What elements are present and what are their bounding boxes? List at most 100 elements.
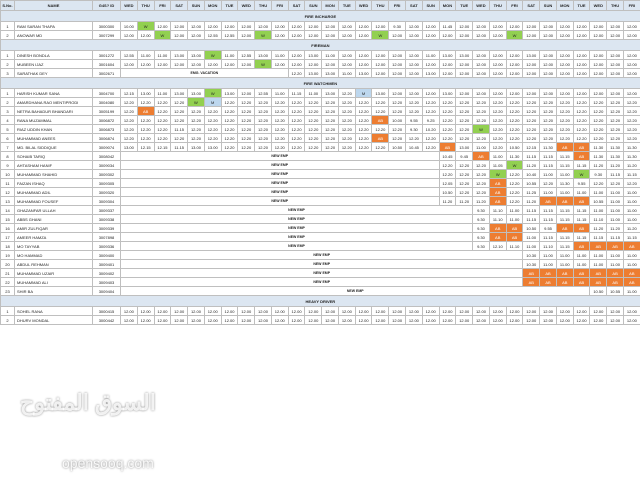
- shift-cell: 11.20: [472, 196, 490, 206]
- shift-cell: 12.20: [337, 97, 356, 107]
- shift-cell: 12.20: [472, 115, 490, 125]
- shift-cell: 12.20: [237, 97, 256, 107]
- employee-row: 8 SOHAIB TARIQ 3008042 NEW EMP 10.45 9.45 AB 11…: [0, 151, 640, 161]
- shift-cell: 11.00: [505, 214, 524, 224]
- employee-name: AMEER HAMZA: [14, 232, 93, 242]
- shift-cell: 12.20: [589, 97, 608, 107]
- shift-cell: 12.00: [522, 68, 541, 78]
- shift-cell: 11.15: [522, 214, 541, 224]
- shift-cell: 12.20: [555, 97, 574, 107]
- shift-cell: 12.00: [337, 21, 356, 31]
- shift-cell: 11.00: [539, 169, 557, 179]
- employee-row: 10 MUHAMMAD SHAHID 3009302 NEW EMP 12.20 12.2…: [0, 169, 640, 179]
- shift-cell: 12.00: [421, 306, 440, 316]
- shift-cell: 12.20: [555, 106, 574, 116]
- header-day: MON: [438, 0, 457, 11]
- shift-cell: 12.20: [270, 115, 289, 125]
- shift-cell: 11.20: [606, 223, 624, 233]
- shift-cell: 13.00: [203, 142, 222, 152]
- shift-cell: 12.20: [455, 169, 474, 179]
- employee-id: 3002671: [92, 68, 121, 78]
- shift-cell: 12.00: [589, 306, 608, 316]
- shift-cell: 12.00: [438, 68, 457, 78]
- employee-id: 3000300: [92, 21, 121, 31]
- shift-cell: 12.20: [622, 106, 640, 116]
- shift-cell: 12.00: [136, 30, 155, 40]
- header-day: FRI: [505, 0, 524, 11]
- shift-cell: 12.20: [421, 97, 440, 107]
- shift-cell: 11.00: [589, 187, 608, 197]
- shift-cell: 12.00: [505, 315, 524, 325]
- shift-cell: 12.00: [606, 68, 624, 78]
- shift-cell: 12.20: [539, 133, 557, 143]
- shift-cell: 12.00: [505, 50, 524, 60]
- shift-cell: 9.30: [388, 21, 407, 31]
- shift-cell: 12.00: [203, 21, 222, 31]
- employee-name: SOHAIB TARIQ: [14, 151, 93, 161]
- shift-cell: 12.00: [337, 50, 356, 60]
- shift-cell: 11.20: [589, 223, 608, 233]
- shift-cell: 12.00: [337, 306, 356, 316]
- shift-cell: 12.00: [153, 306, 172, 316]
- shift-cell: 12.00: [622, 21, 640, 31]
- shift-cell: 12.10: [488, 241, 507, 251]
- shift-cell: 12.00: [354, 21, 373, 31]
- shift-cell: 10.30: [522, 250, 541, 260]
- shift-cell: 12.20: [153, 133, 172, 143]
- shift-cell: 12.20: [220, 133, 239, 143]
- shift-cell: 13.00: [136, 88, 155, 98]
- shift-cell: 12.20: [304, 115, 323, 125]
- shift-cell: 12.00: [505, 306, 524, 316]
- shift-cell: 12.20: [254, 106, 272, 116]
- shift-cell: 12.20: [622, 178, 640, 188]
- shift-cell: 10.50: [589, 286, 608, 296]
- shift-cell: 11.15: [606, 169, 624, 179]
- header-day: THU: [254, 0, 272, 11]
- shift-cell: 12.00: [555, 68, 574, 78]
- shift-cell: 12.20: [153, 124, 172, 134]
- shift-cell: 12.20: [287, 68, 306, 78]
- shift-cell: 12.20: [304, 97, 323, 107]
- shift-cell: 11.00: [505, 205, 524, 215]
- shift-cell: 12.20: [622, 97, 640, 107]
- shift-cell: 12.00: [606, 88, 624, 98]
- serial-number: 10: [0, 169, 15, 179]
- shift-cell: 12.00: [405, 50, 423, 60]
- employee-id: 3009305: [92, 178, 121, 188]
- employee-row: 9 AHTASHAM HANIF 3009034 NEW EMP 12.20 12.20 1…: [0, 160, 640, 170]
- shift-cell: 12.20: [572, 115, 591, 125]
- shift-cell: 11.00: [321, 50, 339, 60]
- shift-cell: AB: [136, 106, 155, 116]
- shift-cell: 10.55: [589, 196, 608, 206]
- shift-cell: AB: [522, 268, 541, 278]
- shift-cell: 11.30: [555, 178, 574, 188]
- employee-row: 11 FAIZAN ISHAQ 3009305 NEW EMP 12.05 12.20 12…: [0, 178, 640, 188]
- shift-cell: 11.15: [555, 160, 574, 170]
- shift-cell: 12.00: [622, 30, 640, 40]
- shift-cell: 13.00: [455, 50, 474, 60]
- shift-cell: 12.00: [472, 50, 490, 60]
- shift-cell: 12.20: [321, 115, 339, 125]
- shift-cell: 12.20: [455, 106, 474, 116]
- shift-cell: 13.00: [371, 88, 390, 98]
- shift-cell: 12.00: [371, 50, 390, 60]
- shift-cell: 12.00: [203, 315, 222, 325]
- header-day: WED: [237, 0, 256, 11]
- employee-name: AHTASHAM HANIF: [14, 160, 93, 170]
- shift-cell: 12.20: [488, 115, 507, 125]
- shift-cell: 12.00: [120, 30, 138, 40]
- employee-id: 3009403: [92, 277, 121, 287]
- roster-table: S.No. NAME G4S? ID WED THU FRI SAT SUN MON TUE WED…: [0, 0, 640, 325]
- shift-cell: 12.00: [187, 59, 205, 69]
- serial-number: 2: [0, 97, 15, 107]
- shift-cell: 11.45: [438, 21, 457, 31]
- shift-cell: 11.20: [622, 223, 640, 233]
- shift-cell: AB: [572, 151, 591, 161]
- employee-id: 3009339: [92, 223, 121, 233]
- header-day: TUE: [572, 0, 591, 11]
- shift-cell: 10.45: [405, 142, 423, 152]
- shift-cell: 12.20: [606, 133, 624, 143]
- employee-row: 23 SHIR BA 3009404 NEW EMP 10.50 10.55 11.00: [0, 286, 640, 296]
- shift-cell: W: [254, 30, 272, 40]
- employee-name: ABBS GHANI: [14, 214, 93, 224]
